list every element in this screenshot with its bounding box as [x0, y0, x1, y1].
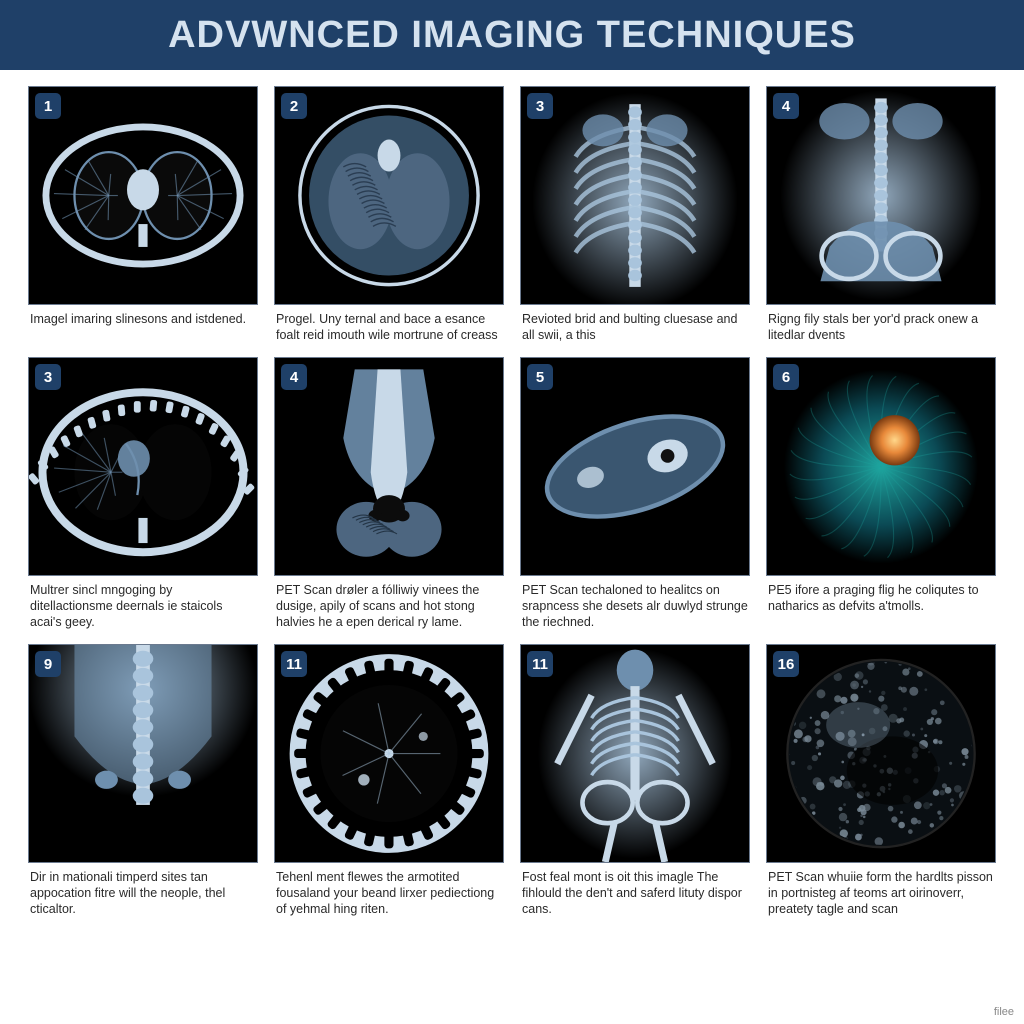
number-badge: 16 — [773, 651, 799, 677]
imaging-cell: 3 Multrer sincl mngoging by ditellactions… — [28, 357, 258, 630]
pet-scan-icon — [767, 358, 995, 575]
scan-caption: PET Scan whuiie form the hardlts pisson … — [766, 863, 996, 917]
xray-abdomen-icon — [767, 87, 995, 304]
number-badge: 9 — [35, 651, 61, 677]
xray-full-body-icon — [521, 645, 749, 862]
imaging-cell: 4 Rigng fily stals ber yor'd prack onew a… — [766, 86, 996, 343]
ct-bone-oblique-icon — [521, 358, 749, 575]
ct-brain-circle-icon — [275, 87, 503, 304]
ct-axial-chest-icon — [29, 87, 257, 304]
scan-caption: Rigng fily stals ber yor'd prack onew a … — [766, 305, 996, 343]
scan-caption: Tehenl ment flewes the armotited fousala… — [274, 863, 504, 917]
scan-thumbnail: 11 — [520, 644, 750, 863]
scan-thumbnail: 2 — [274, 86, 504, 305]
scan-thumbnail: 4 — [274, 357, 504, 576]
number-badge: 1 — [35, 93, 61, 119]
scan-caption: Revioted brid and bulting cluesase and a… — [520, 305, 750, 343]
number-badge: 11 — [281, 651, 307, 677]
scan-thumbnail: 16 — [766, 644, 996, 863]
imaging-cell: 1 Imagel imaring slinesons and istdened. — [28, 86, 258, 343]
imaging-cell: 5 PET Scan techaloned to healitcs on srap… — [520, 357, 750, 630]
ct-axial-chest-2-icon — [29, 358, 257, 575]
scan-caption: PET Scan drøler a fólliwiy vinees the du… — [274, 576, 504, 630]
ultrasound-icon — [767, 645, 995, 862]
imaging-cell: 9 Dir in mationali timperd sites tan appo… — [28, 644, 258, 917]
scan-thumbnail: 3 — [28, 357, 258, 576]
imaging-cell: 11 Tehenl ment flewes the armotited fousa… — [274, 644, 504, 917]
mri-spine-sagittal-icon — [275, 358, 503, 575]
imaging-cell: 16 PET Scan whuiie form the hardlts pisso… — [766, 644, 996, 917]
imaging-cell: 6 PE5 ifore a praging flig he coliqutes t… — [766, 357, 996, 630]
scan-caption: Progel. Uny ternal and bace a esance foa… — [274, 305, 504, 343]
scan-thumbnail: 1 — [28, 86, 258, 305]
number-badge: 5 — [527, 364, 553, 390]
page-header: ADVWNCED IMAGING TECHNIQUES — [0, 0, 1024, 70]
imaging-cell: 2 Progel. Uny ternal and bace a esance fo… — [274, 86, 504, 343]
scan-thumbnail: 4 — [766, 86, 996, 305]
xray-torso-icon — [521, 87, 749, 304]
number-badge: 4 — [281, 364, 307, 390]
imaging-cell: 4 PET Scan drøler a fólliwiy vinees the d… — [274, 357, 504, 630]
scan-thumbnail: 11 — [274, 644, 504, 863]
scan-thumbnail: 3 — [520, 86, 750, 305]
number-badge: 11 — [527, 651, 553, 677]
page-title: ADVWNCED IMAGING TECHNIQUES — [168, 14, 856, 57]
ct-ring-icon — [275, 645, 503, 862]
scan-thumbnail: 5 — [520, 357, 750, 576]
xray-cervical-icon — [29, 645, 257, 862]
number-badge: 3 — [527, 93, 553, 119]
scan-caption: Fost feal mont is oit this imagle The fi… — [520, 863, 750, 917]
scan-thumbnail: 6 — [766, 357, 996, 576]
imaging-grid: 1Imagel imaring slinesons and istdened. … — [0, 70, 1024, 925]
number-badge: 2 — [281, 93, 307, 119]
scan-caption: Multrer sincl mngoging by ditellactionsm… — [28, 576, 258, 630]
number-badge: 4 — [773, 93, 799, 119]
footer-tag: filee — [994, 1006, 1014, 1018]
imaging-cell: 3 Revioted brid and bulting cluesase and … — [520, 86, 750, 343]
scan-caption: PET Scan techaloned to healitcs on srapn… — [520, 576, 750, 630]
number-badge: 3 — [35, 364, 61, 390]
imaging-cell: 11 Fost feal mont is oit this imagle The … — [520, 644, 750, 917]
scan-caption: Dir in mationali timperd sites tan appoc… — [28, 863, 258, 917]
scan-caption: Imagel imaring slinesons and istdened. — [28, 305, 258, 327]
scan-thumbnail: 9 — [28, 644, 258, 863]
scan-caption: PE5 ifore a praging flig he coliqutes to… — [766, 576, 996, 614]
number-badge: 6 — [773, 364, 799, 390]
